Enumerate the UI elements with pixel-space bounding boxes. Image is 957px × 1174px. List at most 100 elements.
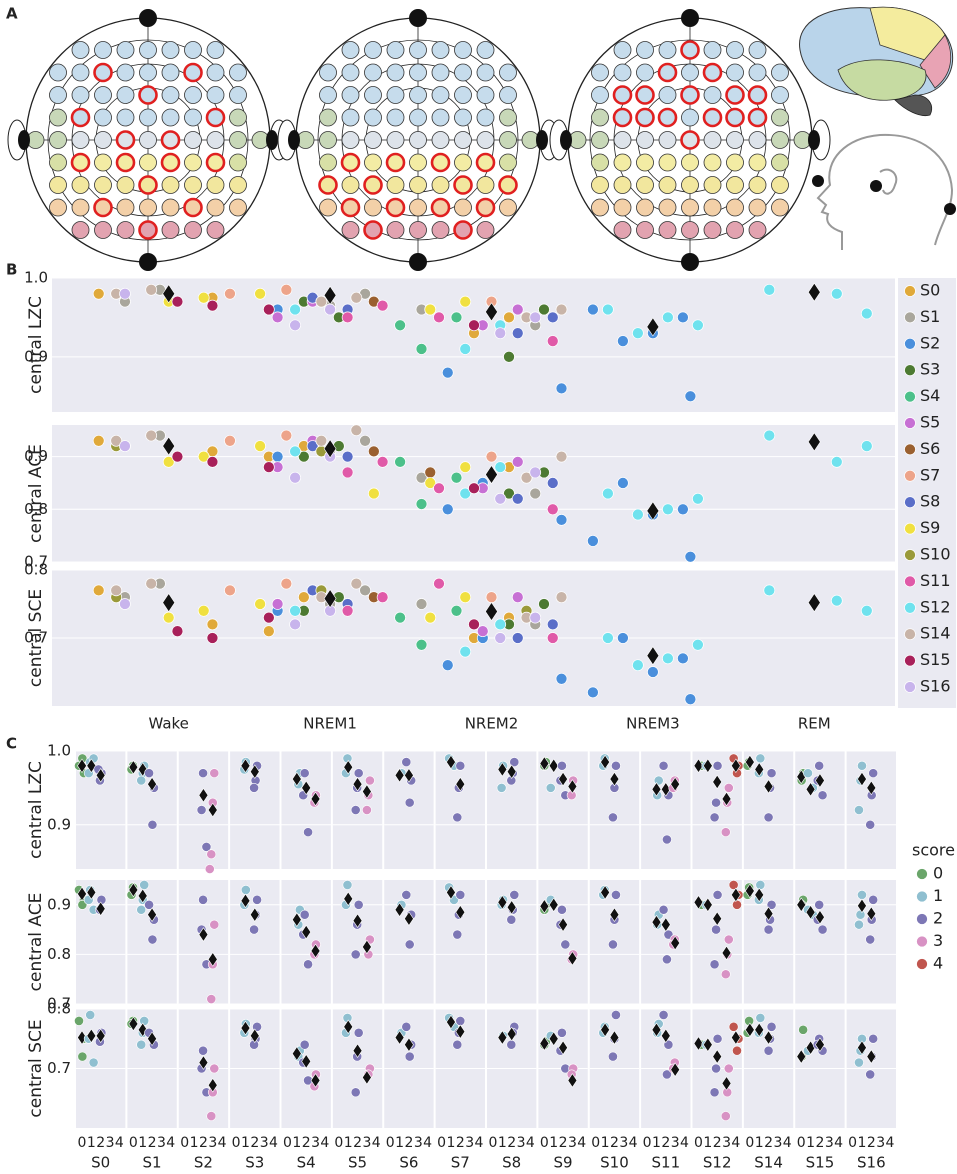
mean-marker bbox=[539, 1036, 550, 1051]
data-point bbox=[602, 303, 614, 316]
mean-marker bbox=[567, 1073, 578, 1088]
x-tick-label: 2 bbox=[610, 1135, 619, 1151]
data-point bbox=[611, 1010, 621, 1020]
mean-marker bbox=[147, 907, 157, 923]
data-point bbox=[353, 1027, 364, 1038]
x-tick-label: 1 bbox=[138, 1135, 147, 1151]
electrode bbox=[115, 152, 136, 173]
electrode bbox=[612, 107, 633, 128]
data-point bbox=[503, 350, 515, 363]
data-point bbox=[506, 1039, 517, 1050]
mean-marker bbox=[291, 1046, 302, 1061]
electrode bbox=[454, 131, 472, 149]
mean-marker bbox=[240, 758, 251, 774]
mean-marker bbox=[567, 951, 578, 966]
mean-marker bbox=[446, 885, 456, 900]
electrode bbox=[658, 153, 677, 172]
data-point bbox=[677, 503, 689, 516]
electrode bbox=[341, 131, 360, 149]
data-point bbox=[798, 1024, 809, 1035]
data-point bbox=[401, 757, 412, 767]
electrode bbox=[431, 221, 450, 239]
data-point bbox=[723, 1063, 734, 1074]
data-point bbox=[394, 456, 406, 468]
data-point bbox=[658, 760, 669, 771]
electrode bbox=[364, 153, 382, 172]
data-point bbox=[763, 429, 776, 442]
electrode bbox=[184, 108, 202, 127]
electrode bbox=[138, 220, 158, 240]
electrode bbox=[748, 63, 767, 82]
mean-marker bbox=[506, 899, 517, 915]
data-point bbox=[712, 1033, 723, 1044]
data-point bbox=[162, 611, 175, 624]
data-point bbox=[723, 782, 734, 793]
electrode bbox=[726, 131, 744, 149]
electrode bbox=[748, 198, 767, 217]
data-point bbox=[494, 461, 507, 474]
data-point bbox=[720, 969, 731, 980]
electrode bbox=[71, 221, 90, 239]
electrode bbox=[725, 85, 745, 105]
electrode bbox=[658, 86, 677, 104]
data-point bbox=[494, 327, 507, 340]
mean-marker bbox=[310, 791, 321, 807]
x-tick-label: 0 bbox=[232, 1135, 241, 1151]
mean-marker bbox=[394, 768, 405, 783]
data-point bbox=[503, 311, 515, 324]
electrode bbox=[681, 198, 699, 217]
electrode bbox=[49, 63, 67, 82]
electrode bbox=[680, 130, 700, 150]
electrode bbox=[636, 221, 654, 239]
panel-label: C bbox=[6, 735, 17, 753]
mean-marker bbox=[731, 758, 741, 774]
x-tick-label: 1 bbox=[344, 1135, 353, 1151]
data-point bbox=[289, 319, 301, 332]
mean-marker bbox=[609, 1030, 620, 1045]
x-tick-label: 0 bbox=[489, 1135, 498, 1151]
mean-marker bbox=[646, 317, 660, 337]
data-point bbox=[711, 797, 721, 808]
electrode bbox=[431, 131, 450, 149]
data-point bbox=[529, 611, 542, 624]
mean-marker bbox=[815, 909, 825, 925]
mean-marker bbox=[693, 895, 704, 910]
data-point bbox=[224, 584, 236, 597]
data-point bbox=[692, 638, 704, 651]
data-point bbox=[350, 424, 363, 437]
data-point bbox=[711, 1063, 721, 1074]
mean-marker bbox=[77, 1030, 87, 1045]
data-point bbox=[459, 461, 472, 474]
data-point bbox=[857, 760, 867, 771]
electrode bbox=[771, 86, 789, 104]
electrode bbox=[184, 86, 202, 104]
x-tick-label: 2 bbox=[250, 1135, 259, 1151]
data-point bbox=[365, 775, 375, 786]
data-point bbox=[692, 492, 704, 505]
x-tick-label: 2 bbox=[713, 1135, 722, 1151]
mean-marker bbox=[796, 1049, 807, 1064]
legend-label: S3 bbox=[920, 360, 940, 379]
electrode bbox=[161, 198, 180, 217]
x-tick-label: 4 bbox=[783, 1135, 792, 1151]
legend-label: S10 bbox=[920, 545, 951, 564]
electrode bbox=[386, 221, 405, 239]
electrode bbox=[71, 131, 90, 149]
mean-marker bbox=[866, 780, 877, 796]
data-point bbox=[350, 577, 363, 590]
data-point bbox=[854, 919, 864, 930]
electrode bbox=[726, 221, 744, 239]
data-point bbox=[587, 303, 599, 316]
legend-label: 0 bbox=[933, 864, 943, 883]
data-point bbox=[450, 471, 463, 484]
mean-marker bbox=[763, 779, 774, 794]
x-tick-label: 2 bbox=[404, 1135, 413, 1151]
electrode bbox=[681, 63, 699, 82]
data-point bbox=[602, 487, 614, 500]
data-point bbox=[139, 1016, 150, 1026]
data-point bbox=[362, 805, 372, 815]
electrode bbox=[340, 197, 361, 218]
mean-marker bbox=[362, 939, 372, 955]
mean-marker bbox=[754, 762, 765, 777]
y-tick-label: 0.9 bbox=[24, 347, 48, 365]
